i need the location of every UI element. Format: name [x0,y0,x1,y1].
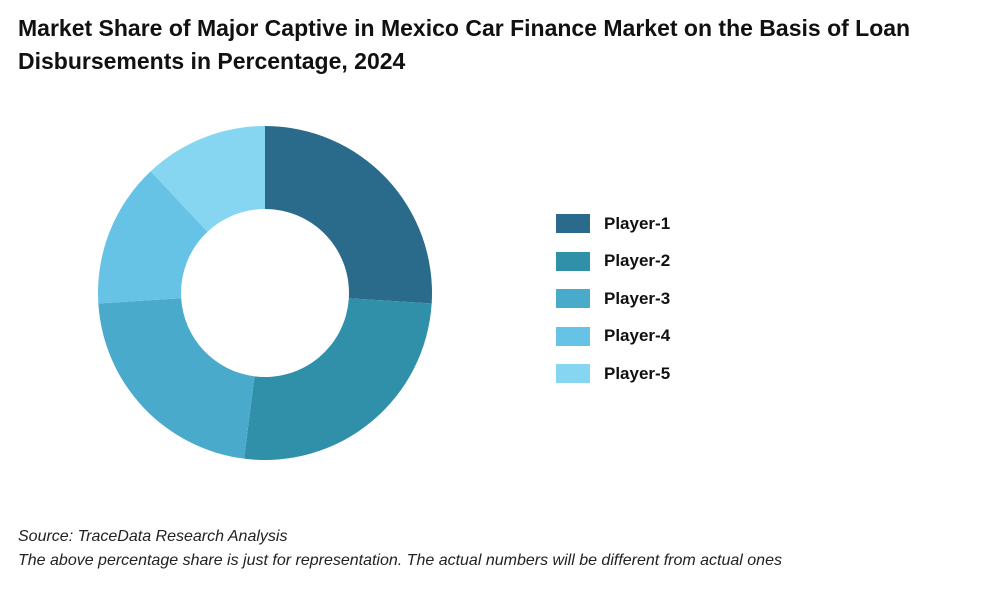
donut-slice-player-3 [98,298,255,459]
legend-item-player-2: Player-2 [556,243,670,281]
source-note: Source: TraceData Research Analysis [18,528,288,545]
legend-label: Player-3 [604,288,671,308]
donut-slice-player-1 [265,126,432,304]
legend-swatch [556,289,590,309]
donut-slice-player-2 [244,298,432,461]
legend-item-player-3: Player-3 [556,280,670,318]
donut-slice-player-5 [150,126,265,232]
donut-chart [98,126,432,461]
legend: Player-1 Player-2 Player-3 Player-4 Play… [556,205,670,393]
legend-swatch [556,251,590,271]
legend-swatch [556,214,590,234]
legend-label: Player-2 [604,251,671,271]
chart-title: Market Share of Major Captive in Mexico … [18,15,911,74]
legend-item-player-1: Player-1 [556,205,670,243]
legend-item-player-4: Player-4 [556,318,670,356]
legend-label: Player-5 [604,363,671,383]
legend-label: Player-4 [604,326,671,346]
legend-item-player-5: Player-5 [556,355,670,393]
disclaimer-note: The above percentage share is just for r… [18,552,782,569]
legend-swatch [556,326,590,346]
legend-label: Player-1 [604,213,671,233]
legend-swatch [556,364,590,384]
donut-slice-player-4 [98,171,208,304]
